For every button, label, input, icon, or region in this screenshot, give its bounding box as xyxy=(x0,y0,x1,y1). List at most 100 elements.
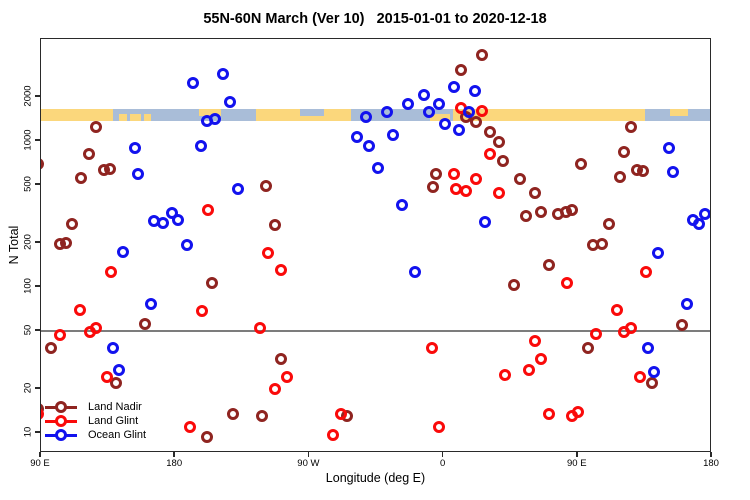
data-point-ocean-glint xyxy=(439,117,452,130)
x-tick-label: 0 xyxy=(439,458,446,469)
data-point-ocean-glint xyxy=(692,218,705,231)
data-point-land-glint xyxy=(425,342,438,355)
y-tick xyxy=(35,329,40,331)
data-point-land-glint xyxy=(470,172,483,185)
data-point-land-nadir xyxy=(543,258,556,271)
data-point-land-nadir xyxy=(455,64,468,77)
data-point-ocean-glint xyxy=(422,105,435,118)
data-point-ocean-glint xyxy=(157,217,170,230)
surface-band-land-segment xyxy=(118,114,128,122)
x-tick-label: 180 xyxy=(166,458,183,469)
y-tick xyxy=(35,139,40,141)
data-point-ocean-glint xyxy=(187,76,200,89)
y-tick-label: 200 xyxy=(22,234,34,250)
data-point-land-nadir xyxy=(60,237,73,250)
data-point-land-glint xyxy=(196,304,209,317)
data-point-ocean-glint xyxy=(448,81,461,94)
x-tick xyxy=(710,452,712,457)
data-point-ocean-glint xyxy=(117,246,129,259)
data-point-land-nadir xyxy=(45,342,58,355)
y-tick xyxy=(35,431,40,433)
data-point-land-glint xyxy=(254,322,267,335)
data-point-land-nadir xyxy=(82,147,95,160)
data-point-land-glint xyxy=(634,371,647,384)
data-point-ocean-glint xyxy=(112,364,125,377)
data-point-ocean-glint xyxy=(452,123,465,136)
data-point-ocean-glint xyxy=(386,128,399,141)
data-point-ocean-glint xyxy=(401,98,414,111)
data-point-ocean-glint xyxy=(468,85,481,97)
data-point-land-nadir xyxy=(613,171,626,184)
data-point-land-nadir xyxy=(90,120,103,133)
data-point-land-glint xyxy=(459,184,472,197)
x-tick xyxy=(173,452,175,457)
data-point-land-nadir xyxy=(483,126,496,139)
data-point-ocean-glint xyxy=(462,105,475,118)
data-point-ocean-glint xyxy=(395,198,408,211)
data-point-land-glint xyxy=(90,322,103,335)
data-point-ocean-glint xyxy=(216,67,229,80)
data-point-ocean-glint xyxy=(145,297,158,310)
data-point-land-nadir xyxy=(430,168,443,181)
x-tick-label: 90 E xyxy=(567,458,587,469)
data-point-land-nadir xyxy=(206,276,219,289)
ocean-glint-marker-icon xyxy=(45,428,77,442)
data-point-land-glint xyxy=(433,420,446,433)
data-point-ocean-glint xyxy=(181,238,194,251)
data-point-ocean-glint xyxy=(231,183,244,195)
data-point-land-nadir xyxy=(470,115,483,128)
data-point-ocean-glint xyxy=(479,215,492,228)
surface-band-land-segment xyxy=(670,108,689,116)
data-point-ocean-glint xyxy=(641,342,654,355)
data-point-land-nadir xyxy=(200,430,213,443)
data-point-land-glint xyxy=(184,420,197,433)
surface-band-land-segment xyxy=(199,108,222,116)
data-point-land-glint xyxy=(528,334,541,347)
data-point-ocean-glint xyxy=(667,165,680,178)
data-point-ocean-glint xyxy=(360,111,373,123)
data-point-ocean-glint xyxy=(351,131,364,144)
y-tick xyxy=(35,183,40,185)
legend-label: Land Glint xyxy=(88,415,139,427)
data-point-ocean-glint xyxy=(209,112,222,125)
data-point-land-nadir xyxy=(41,158,45,171)
data-point-land-glint xyxy=(498,368,511,381)
data-point-land-nadir xyxy=(625,120,638,133)
data-point-land-nadir xyxy=(637,164,650,177)
data-point-land-glint xyxy=(54,328,67,341)
data-point-land-glint xyxy=(522,364,535,377)
surface-band-land-segment xyxy=(430,114,450,122)
x-axis-label: Longitude (deg E) xyxy=(325,471,426,485)
data-point-land-glint xyxy=(327,428,340,441)
y-tick-label: 50 xyxy=(22,324,34,336)
data-point-ocean-glint xyxy=(433,98,446,111)
data-point-land-nadir xyxy=(269,218,282,231)
x-tick-label: 90 W xyxy=(297,458,320,469)
surface-band-land-segment xyxy=(452,108,645,122)
data-point-land-glint xyxy=(281,371,294,384)
data-point-land-nadir xyxy=(275,353,288,366)
data-point-land-nadir xyxy=(66,218,79,231)
land-nadir-marker-icon xyxy=(45,400,77,414)
data-point-land-nadir xyxy=(260,179,273,192)
surface-band-land-segment xyxy=(130,114,141,122)
data-point-land-nadir xyxy=(513,172,526,185)
data-point-land-glint xyxy=(261,246,274,259)
surface-band-ocean-notch xyxy=(300,108,325,116)
data-point-land-nadir xyxy=(427,181,440,193)
y-tick xyxy=(35,241,40,243)
data-point-land-nadir xyxy=(507,278,520,291)
y-tick-label: 500 xyxy=(22,176,34,192)
y-tick xyxy=(35,387,40,389)
data-point-ocean-glint xyxy=(647,366,660,379)
data-point-land-nadir xyxy=(492,135,505,148)
data-point-ocean-glint xyxy=(680,297,693,310)
data-point-land-glint xyxy=(610,303,623,316)
data-point-land-nadir xyxy=(227,407,240,420)
data-point-ocean-glint xyxy=(380,105,393,118)
data-point-land-nadir xyxy=(75,171,88,184)
legend: Land Nadir Land Glint Ocean Glint xyxy=(45,400,146,442)
y-tick-label: 20 xyxy=(22,382,34,394)
y-tick-label: 2000 xyxy=(22,85,34,107)
